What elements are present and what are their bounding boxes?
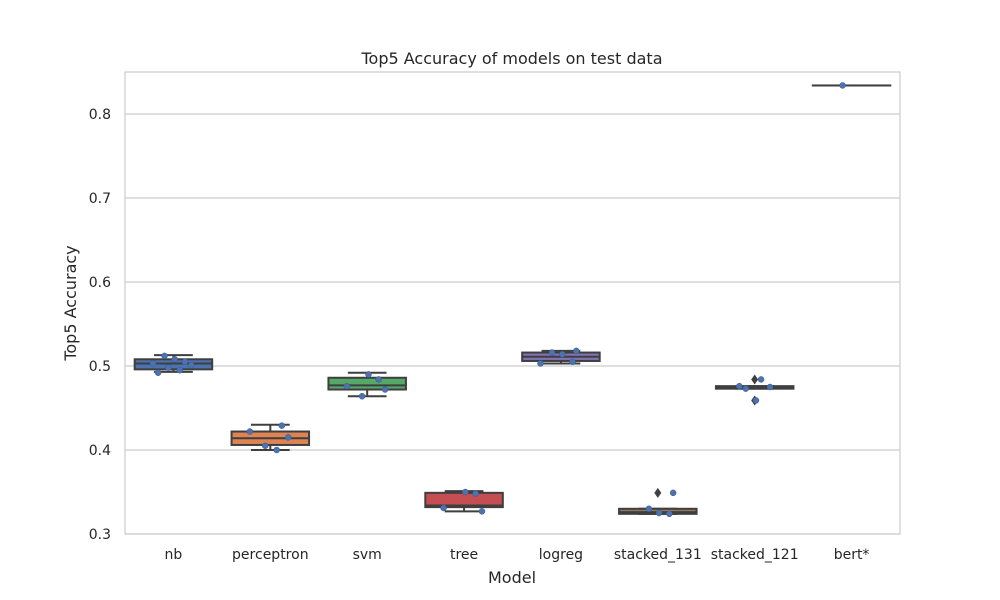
data-point <box>548 349 556 356</box>
data-point <box>537 360 544 367</box>
data-point <box>188 361 195 369</box>
y-tick-label: 0.3 <box>89 527 111 543</box>
data-point <box>365 371 372 378</box>
data-point <box>462 488 469 496</box>
x-tick-label: svm <box>353 547 382 563</box>
x-tick-label: perceptron <box>232 547 309 563</box>
data-point <box>358 392 366 400</box>
y-tick-label: 0.5 <box>89 359 111 375</box>
x-tick-label: tree <box>450 547 478 563</box>
data-point <box>284 434 292 441</box>
data-point <box>839 82 846 89</box>
data-point <box>645 505 653 513</box>
outlier-marker <box>751 374 759 385</box>
x-tick-label: nb <box>165 547 183 563</box>
data-point <box>246 428 254 435</box>
data-point <box>573 347 580 355</box>
data-point <box>171 356 178 363</box>
data-point <box>478 508 486 515</box>
y-tick-labels: 0.3 0.4 0.5 0.6 0.7 0.8 <box>89 107 111 543</box>
data-point <box>381 386 389 393</box>
data-point <box>569 358 576 366</box>
data-point <box>343 382 350 390</box>
data-point <box>736 382 743 390</box>
point-layer <box>149 82 846 518</box>
data-point <box>666 510 673 518</box>
x-tick-label: stacked_131 <box>614 547 702 563</box>
data-point <box>278 422 286 429</box>
x-tick-labels: nb perceptron svm tree logreg stacked_131 stac… <box>165 547 870 563</box>
data-point <box>273 446 280 454</box>
data-point <box>472 490 479 497</box>
iqr-box <box>327 376 407 391</box>
y-tick-label: 0.8 <box>89 107 111 123</box>
y-axis-label: Top5 Accuracy <box>61 245 80 361</box>
data-point <box>757 376 765 383</box>
data-point <box>766 383 774 391</box>
data-point <box>558 350 566 358</box>
outlier-marker <box>654 487 662 498</box>
x-tick-label: logreg <box>539 547 583 563</box>
x-axis-label: Model <box>488 568 536 587</box>
chart-title: Top5 Accuracy of models on test data <box>360 49 662 68</box>
data-point <box>669 489 677 497</box>
data-point <box>440 504 447 512</box>
data-point <box>149 360 157 367</box>
data-point <box>752 397 760 404</box>
y-tick-label: 0.7 <box>89 191 111 207</box>
data-point <box>181 358 189 366</box>
data-point <box>165 364 172 371</box>
x-tick-label: stacked_121 <box>711 547 799 563</box>
x-tick-label: bert* <box>834 547 870 563</box>
data-point <box>154 369 162 376</box>
plot-frame <box>124 71 901 535</box>
data-point <box>176 366 184 374</box>
y-tick-label: 0.6 <box>89 275 111 291</box>
data-point <box>261 442 269 450</box>
y-tick-label: 0.4 <box>89 443 111 459</box>
data-point <box>161 352 168 360</box>
data-point <box>742 385 749 392</box>
data-point <box>375 376 382 383</box>
data-point <box>655 509 663 517</box>
box-tree <box>424 490 504 513</box>
